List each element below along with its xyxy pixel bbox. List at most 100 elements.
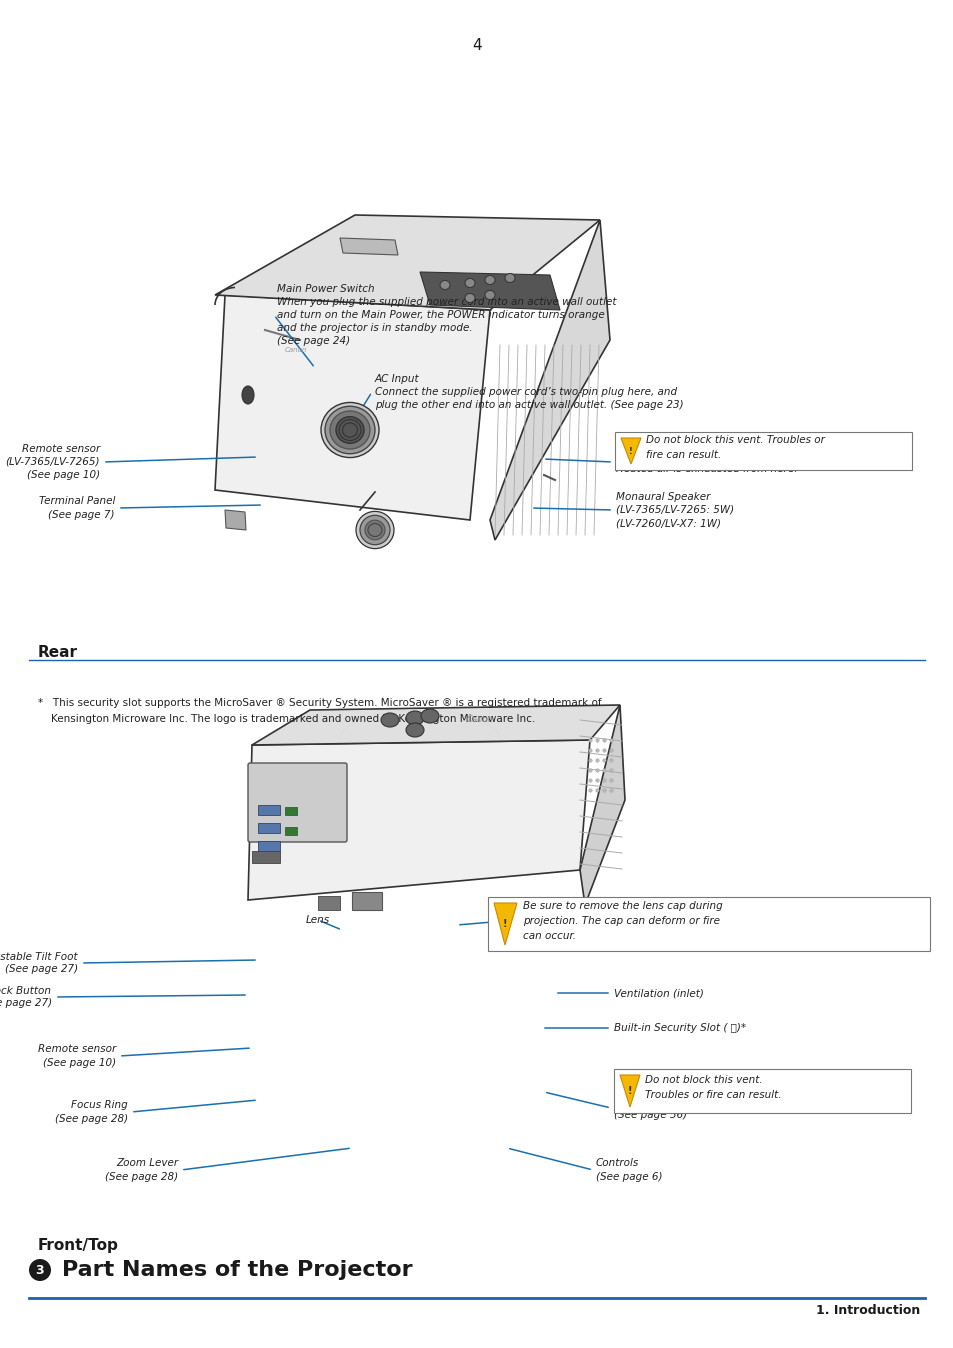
Text: fire can result.: fire can result.	[645, 450, 720, 460]
Bar	[257, 805, 280, 816]
Text: projection. The cap can deform or fire: projection. The cap can deform or fire	[522, 917, 720, 926]
Text: Connect the supplied power cord’s two-pin plug here, and: Connect the supplied power cord’s two-pi…	[375, 387, 677, 398]
Text: (See page 28): (See page 28)	[55, 1113, 128, 1123]
Text: Heated air is exhausted from here.: Heated air is exhausted from here.	[616, 464, 797, 473]
Bar	[317, 896, 339, 910]
Text: When you plug the supplied power cord into an active wall outlet: When you plug the supplied power cord in…	[276, 297, 616, 307]
Text: Canon: Canon	[285, 346, 307, 353]
Ellipse shape	[325, 406, 375, 454]
Ellipse shape	[355, 511, 394, 549]
Ellipse shape	[406, 710, 423, 725]
Text: Zoom Lever: Zoom Lever	[115, 1158, 178, 1169]
Text: (See page 56): (See page 56)	[614, 1109, 686, 1119]
Ellipse shape	[504, 274, 515, 283]
Ellipse shape	[464, 294, 475, 302]
Bar	[352, 892, 381, 910]
Text: Rear: Rear	[38, 644, 78, 661]
Ellipse shape	[380, 713, 398, 727]
Text: (See page 24): (See page 24)	[276, 336, 350, 346]
Polygon shape	[252, 705, 619, 745]
Text: Kensington Microware Inc. The logo is trademarked and owned by Kensington Microw: Kensington Microware Inc. The logo is tr…	[38, 714, 535, 724]
Ellipse shape	[359, 515, 390, 545]
Bar	[257, 841, 280, 851]
Text: (LV-7260/LV-X7: 1W): (LV-7260/LV-X7: 1W)	[616, 518, 720, 528]
Text: Adjustable Tilt Foot: Adjustable Tilt Foot	[0, 952, 78, 961]
Text: (LV-7365/LV-7265): (LV-7365/LV-7265)	[6, 457, 100, 466]
Text: !: !	[502, 919, 507, 929]
Text: (See page 10): (See page 10)	[27, 470, 100, 480]
Text: Ventilation (inlet) / Filter Cover: Ventilation (inlet) / Filter Cover	[614, 1096, 773, 1107]
Text: Remote sensor: Remote sensor	[38, 1045, 116, 1054]
FancyBboxPatch shape	[488, 896, 929, 950]
FancyBboxPatch shape	[614, 1069, 910, 1113]
Text: *   This security slot supports the MicroSaver ® Security System. MicroSaver ® i: * This security slot supports the MicroS…	[38, 698, 601, 708]
Text: Monaural Speaker: Monaural Speaker	[616, 492, 710, 501]
FancyBboxPatch shape	[248, 763, 347, 842]
Text: Built-in Security Slot ( Ⓡ)*: Built-in Security Slot ( Ⓡ)*	[614, 1023, 745, 1033]
Text: 1. Introduction: 1. Introduction	[815, 1304, 919, 1317]
Ellipse shape	[330, 411, 370, 449]
Text: Controls: Controls	[596, 1158, 639, 1169]
Polygon shape	[214, 214, 599, 310]
Text: can occur.: can occur.	[522, 931, 576, 941]
Text: plug the other end into an active wall outlet. (See page 23): plug the other end into an active wall o…	[375, 400, 683, 410]
Text: 3: 3	[35, 1263, 44, 1277]
Ellipse shape	[320, 403, 378, 457]
Polygon shape	[419, 272, 559, 310]
Polygon shape	[579, 705, 624, 905]
Text: (See page 10): (See page 10)	[43, 1057, 116, 1068]
Text: (See page 27): (See page 27)	[0, 999, 52, 1008]
Text: 4: 4	[472, 38, 481, 53]
Ellipse shape	[464, 279, 475, 287]
Bar	[252, 851, 280, 863]
Bar	[285, 807, 296, 816]
Ellipse shape	[420, 709, 438, 723]
Ellipse shape	[242, 386, 253, 404]
Text: !: !	[628, 446, 632, 456]
Polygon shape	[619, 1074, 639, 1107]
Text: Adjustable Tilt Foot Lock Button: Adjustable Tilt Foot Lock Button	[0, 985, 52, 996]
Text: !: !	[627, 1086, 632, 1096]
Ellipse shape	[484, 291, 495, 299]
Text: and turn on the Main Power, the POWER indicator turns orange: and turn on the Main Power, the POWER in…	[276, 310, 604, 319]
Text: AC Input: AC Input	[375, 373, 419, 384]
Text: Be sure to remove the lens cap during: Be sure to remove the lens cap during	[522, 900, 722, 911]
Polygon shape	[248, 740, 589, 900]
Text: Remote sensor: Remote sensor	[22, 443, 100, 454]
Text: Front/Top: Front/Top	[38, 1237, 119, 1254]
Ellipse shape	[406, 723, 423, 737]
Text: Canon: Canon	[466, 716, 493, 724]
Bar	[285, 828, 296, 834]
Ellipse shape	[335, 417, 364, 443]
Text: Troubles or fire can result.: Troubles or fire can result.	[644, 1091, 781, 1100]
Text: (See page 6): (See page 6)	[596, 1171, 661, 1181]
Text: Lens: Lens	[306, 915, 330, 925]
Text: Two filters on LV-7365/LV-7265/LV-7260: Two filters on LV-7365/LV-7265/LV-7260	[615, 1070, 819, 1080]
Ellipse shape	[365, 520, 385, 539]
Bar	[257, 824, 280, 833]
Ellipse shape	[439, 280, 450, 290]
Text: Part Names of the Projector: Part Names of the Projector	[62, 1260, 413, 1281]
FancyBboxPatch shape	[615, 431, 911, 470]
Text: Lens Cap: Lens Cap	[542, 913, 590, 923]
Text: (LV-7365/LV-7265: 5W): (LV-7365/LV-7265: 5W)	[616, 506, 734, 515]
Polygon shape	[620, 438, 640, 464]
Text: (See page 7): (See page 7)	[49, 510, 115, 519]
Polygon shape	[225, 510, 246, 530]
Polygon shape	[490, 220, 609, 541]
Text: One filter on LV-X7: One filter on LV-X7	[615, 1082, 711, 1093]
Polygon shape	[339, 239, 397, 255]
Text: and the projector is in standby mode.: and the projector is in standby mode.	[276, 324, 472, 333]
Text: Terminal Panel: Terminal Panel	[38, 496, 115, 507]
Text: Ventilation (inlet): Ventilation (inlet)	[614, 988, 703, 998]
Polygon shape	[214, 295, 490, 520]
Polygon shape	[494, 903, 517, 945]
Ellipse shape	[484, 275, 495, 284]
Text: Do not block this vent. Troubles or: Do not block this vent. Troubles or	[645, 435, 824, 445]
Circle shape	[29, 1259, 51, 1281]
Text: (See page 28): (See page 28)	[105, 1171, 178, 1181]
Text: Ventilation (outlet): Ventilation (outlet)	[616, 450, 713, 461]
Text: Focus Ring: Focus Ring	[71, 1100, 128, 1111]
Text: (See page 27): (See page 27)	[5, 965, 78, 975]
Text: Main Power Switch: Main Power Switch	[276, 284, 375, 294]
